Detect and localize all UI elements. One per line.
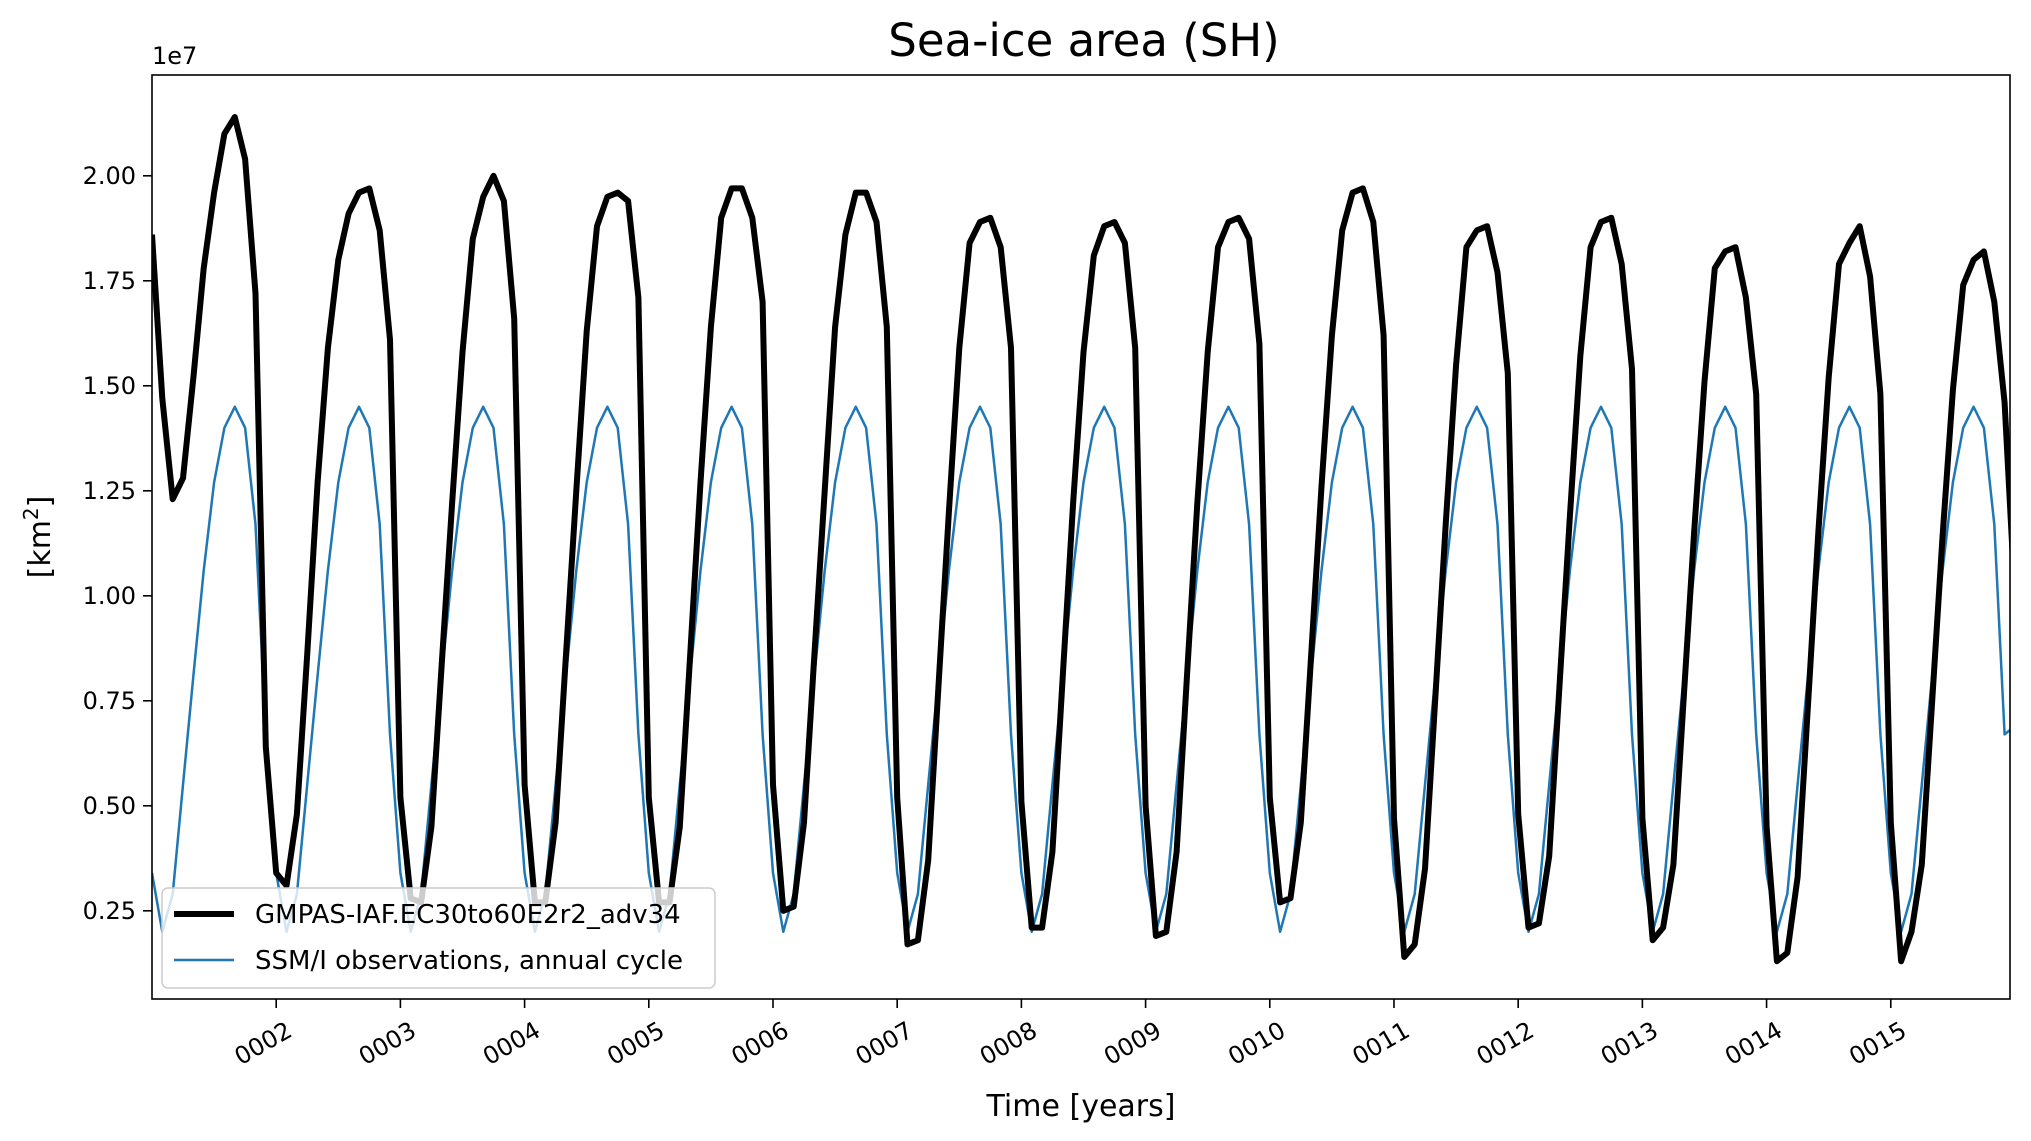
legend: GMPAS-IAF.EC30to60E2r2_adv34 SSM/I obser… xyxy=(161,887,716,989)
y-tick-label: 0.50 xyxy=(83,792,136,820)
y-tick-label: 1.50 xyxy=(83,372,136,400)
y-tick-label: 0.75 xyxy=(83,687,136,715)
y-axis-label-text: [km xyxy=(23,520,58,578)
y-tick-label: 1.00 xyxy=(83,582,136,610)
y-axis-label-superscript: 2 xyxy=(19,507,43,520)
y-tick-label: 0.25 xyxy=(83,897,136,925)
y-offset-text: 1e7 xyxy=(152,42,197,70)
series-layer xyxy=(152,114,2010,965)
y-axis-label-close: ] xyxy=(23,496,58,508)
legend-label-observations: SSM/I observations, annual cycle xyxy=(255,946,683,976)
series-line-model xyxy=(152,114,2010,965)
legend-label-model: GMPAS-IAF.EC30to60E2r2_adv34 xyxy=(255,900,681,930)
series-line-observations xyxy=(152,405,2010,934)
plot-area xyxy=(152,114,2010,965)
y-axis-label: [km2] xyxy=(19,496,58,579)
y-tick-label: 1.25 xyxy=(83,477,136,505)
x-axis-label: Time [years] xyxy=(986,1089,1176,1124)
plot-frame xyxy=(151,74,2011,1000)
y-tick-label: 1.75 xyxy=(83,267,136,295)
legend-box xyxy=(161,887,716,989)
y-tick-label: 2.00 xyxy=(83,162,136,190)
y-axis: 0.25 0.50 0.75 1.00 1.25 1.50 1.75 2.00 xyxy=(83,162,152,925)
chart-title: Sea-ice area (SH) xyxy=(888,14,1279,67)
